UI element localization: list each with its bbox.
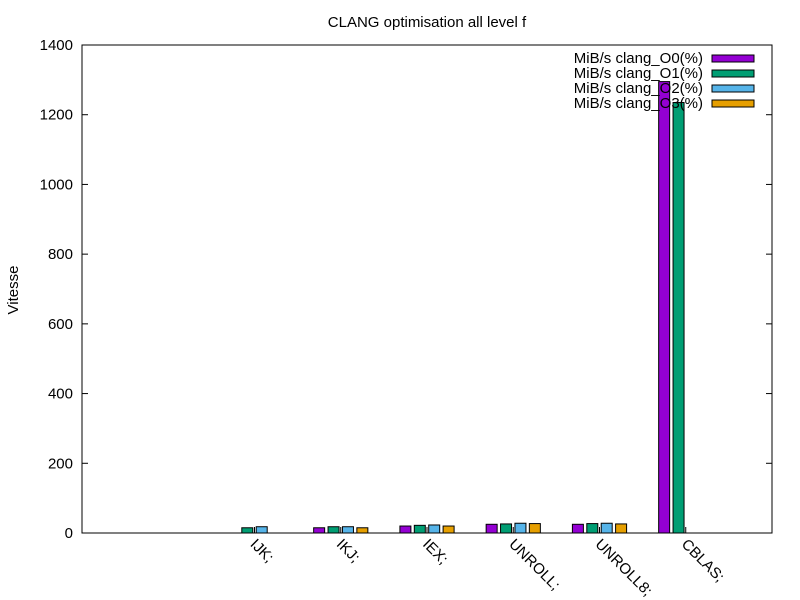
legend-label: MiB/s clang_O3(%) (574, 95, 703, 112)
bar (241, 527, 254, 534)
bar-series-group (241, 81, 687, 534)
x-tick-label: UNROLL8; (592, 536, 656, 600)
legend-label: MiB/s clang_O2(%) (574, 80, 703, 97)
legend-swatch (711, 99, 755, 108)
bar (399, 525, 412, 534)
y-tick-label: 1400 (40, 37, 73, 54)
legend-swatch (711, 54, 755, 63)
bar (428, 524, 441, 534)
legend: MiB/s clang_O0(%)MiB/s clang_O1(%)MiB/s … (574, 50, 755, 112)
bar (672, 102, 685, 534)
y-tick-label: 1000 (40, 176, 73, 193)
bar (528, 523, 541, 534)
y-tick-label: 400 (48, 386, 73, 403)
bar (442, 525, 455, 534)
bar (413, 524, 426, 534)
x-tick-label: IKJ; (333, 536, 363, 566)
x-tick-label: UNROLL; (505, 536, 563, 594)
x-tick-label: IEX; (419, 536, 451, 568)
y-tick-label: 600 (48, 316, 73, 333)
bar (327, 526, 340, 534)
bar (586, 523, 599, 534)
y-tick-label: 0 (65, 525, 73, 542)
bar (571, 523, 584, 534)
y-tick-label: 800 (48, 246, 73, 263)
bar (500, 523, 513, 534)
bar (658, 81, 671, 534)
x-axis-tick-labels: IJK; IKJ; IEX; UNROLL; UNROLL8; CBLAS; (247, 536, 728, 600)
bar (313, 527, 326, 534)
y-axis-label: Vitesse (5, 266, 22, 315)
bar (615, 523, 628, 534)
x-tick-label: IJK; (247, 536, 277, 566)
legend-label: MiB/s clang_O0(%) (574, 50, 703, 67)
legend-swatch (711, 84, 755, 93)
x-tick-label: CBLAS; (678, 536, 728, 586)
legend-label: MiB/s clang_O1(%) (574, 65, 703, 82)
bar (485, 523, 498, 534)
y-tick-label: 1200 (40, 107, 73, 124)
legend-swatch (711, 69, 755, 78)
bar (514, 522, 527, 534)
bar (600, 522, 613, 534)
bar (356, 527, 369, 534)
y-tick-label: 200 (48, 455, 73, 472)
bar (255, 526, 268, 534)
bar (341, 526, 354, 534)
chart-title: CLANG optimisation all level f (328, 14, 527, 31)
y-axis-ticks: 0 200 400 600 800 1000 1200 1400 (40, 37, 772, 542)
